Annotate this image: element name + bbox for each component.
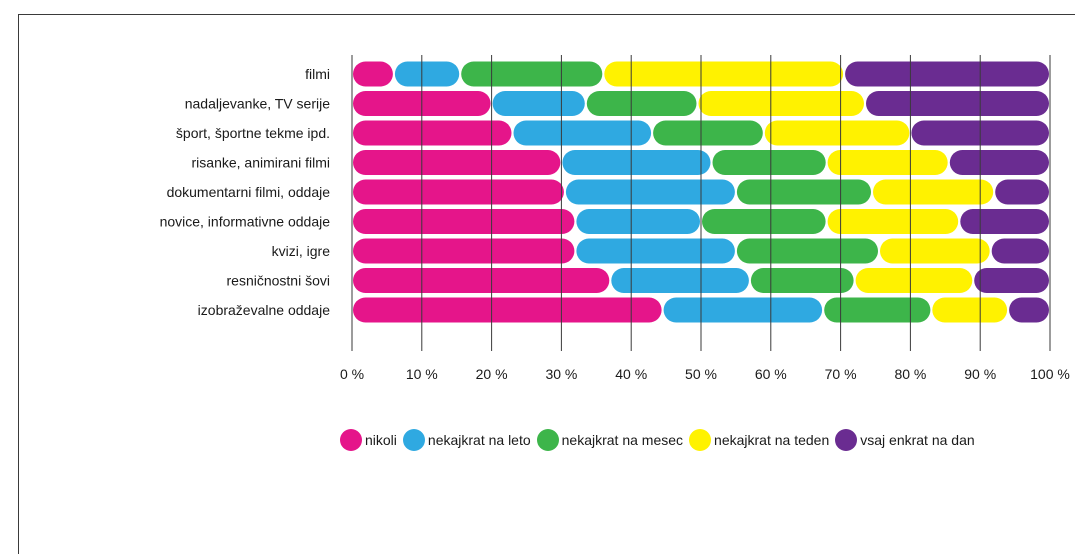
category-label: nadaljevanke, TV serije: [185, 96, 330, 112]
bar-segment: [611, 268, 749, 293]
bar-segment: [702, 209, 826, 234]
x-tick-label: 100 %: [1030, 366, 1070, 382]
bar-segment: [353, 179, 564, 205]
legend-swatch: [689, 429, 712, 451]
stacked-bar-chart: filmi nadaljevanke, TV serije šport, šport…: [160, 55, 1070, 382]
bar-segment: [604, 61, 844, 87]
bar-segment: [586, 91, 697, 116]
category-label: šport, športne tekme ipd.: [176, 125, 330, 141]
bar-segment: [461, 61, 603, 87]
bar-segment: [974, 268, 1049, 293]
bar-segment: [353, 209, 575, 234]
bar-segment: [855, 268, 973, 293]
legend-item: nikoli: [340, 429, 397, 451]
legend-item: nekajkrat na teden: [689, 429, 829, 451]
legend-label: vsaj enkrat na dan: [860, 432, 975, 448]
x-tick-label: 60 %: [755, 366, 787, 382]
bar-segment: [824, 297, 931, 323]
bar-segment: [353, 268, 610, 293]
bar-segment: [764, 120, 910, 146]
bar-segment: [576, 209, 700, 234]
bar-segment: [845, 61, 1049, 87]
bar-segment: [960, 209, 1049, 234]
x-tick-label: 0 %: [340, 366, 364, 382]
bar-segment: [750, 268, 854, 293]
bar-segment: [698, 91, 864, 116]
x-tick-label: 20 %: [476, 366, 508, 382]
legend-item: nekajkrat na leto: [402, 429, 531, 451]
bar-segment: [353, 238, 575, 264]
chart-frame: [18, 14, 1075, 554]
category-label: risanke, animirani filmi: [192, 155, 330, 171]
legend-label: nekajkrat na teden: [714, 432, 830, 448]
bar-segment: [576, 238, 735, 264]
legend-item: vsaj enkrat na dan: [835, 429, 975, 451]
x-tick-label: 40 %: [615, 366, 647, 382]
bar-segment: [353, 150, 561, 175]
bar-segment: [995, 179, 1049, 205]
bar-segment: [949, 150, 1049, 175]
bar-segment: [827, 209, 959, 234]
bar-segment: [513, 120, 652, 146]
x-tick-label: 90 %: [964, 366, 996, 382]
category-label: filmi: [305, 66, 330, 82]
bar-segment: [562, 150, 711, 175]
bar-segment: [1009, 297, 1049, 323]
bar-segment: [866, 91, 1049, 116]
bar-segment: [565, 179, 735, 205]
legend-swatch: [402, 429, 425, 451]
category-label: resničnostni šovi: [227, 273, 331, 289]
bar-segment: [736, 179, 871, 205]
bar-segment: [827, 150, 948, 175]
x-axis-ticks: 0 % 10 % 20 % 30 % 40 % 50 % 60 % 70 % 80 % 90 % 1…: [340, 366, 1070, 382]
legend-label: nekajkrat na leto: [427, 432, 531, 448]
category-label: kvizi, igre: [272, 243, 331, 259]
bar-segment: [880, 238, 990, 264]
legend-swatch: [835, 429, 858, 451]
bar-segment: [932, 297, 1008, 323]
bar-segment: [492, 91, 585, 116]
x-tick-label: 30 %: [545, 366, 577, 382]
bar-segment: [873, 179, 994, 205]
x-tick-label: 10 %: [406, 366, 438, 382]
legend-label: nikoli: [365, 432, 397, 448]
category-label: izobraževalne oddaje: [198, 302, 331, 318]
bar-segment: [736, 238, 878, 264]
legend-swatch: [340, 429, 362, 451]
category-label: novice, informativne oddaje: [160, 214, 331, 230]
grid-layer: [351, 55, 1051, 351]
bar-segment: [353, 297, 662, 323]
bar-segment: [353, 61, 393, 87]
category-label: dokumentarni filmi, oddaje: [167, 184, 331, 200]
legend-label: nekajkrat na mesec: [561, 432, 684, 448]
legend: nikoli nekajkrat na leto nekajkrat na mese…: [340, 429, 981, 451]
x-tick-label: 80 %: [894, 366, 926, 382]
bar-segment: [653, 120, 763, 146]
bar-segment: [712, 150, 826, 175]
category-labels: filmi nadaljevanke, TV serije šport, šport…: [160, 66, 331, 318]
bar-segment: [353, 120, 512, 146]
legend-swatch: [536, 429, 559, 451]
bar-segment: [394, 61, 460, 87]
bar-segment: [663, 297, 823, 323]
bar-segment: [991, 238, 1049, 264]
x-tick-label: 70 %: [825, 366, 857, 382]
legend-item: nekajkrat na mesec: [536, 429, 684, 451]
x-tick-label: 50 %: [685, 366, 717, 382]
